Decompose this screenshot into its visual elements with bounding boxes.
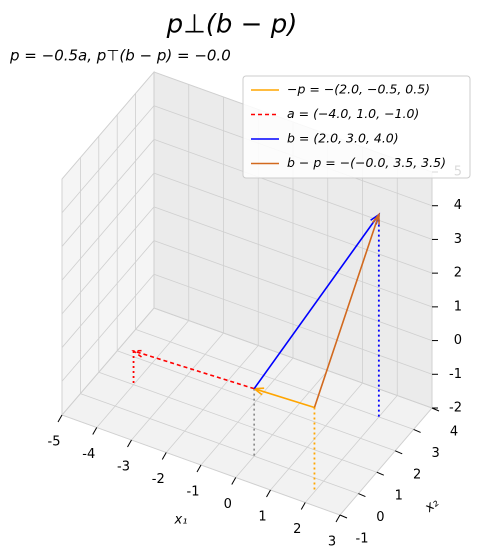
grid-line bbox=[80, 393, 359, 494]
x-tick bbox=[92, 427, 98, 435]
z-tick-label: 2 bbox=[454, 266, 462, 281]
z-tick-label: 4 bbox=[454, 198, 462, 213]
y-tick-label: 1 bbox=[395, 489, 403, 504]
x-tick-label: -5 bbox=[48, 435, 61, 450]
y-tick-label: 3 bbox=[431, 446, 439, 461]
x-tick-label: -1 bbox=[187, 485, 200, 500]
grid-line bbox=[165, 345, 259, 453]
legend: −p = −(2.0, −0.5, 0.5) a = (−4.0, 1.0, −1… bbox=[242, 75, 471, 179]
grid-line bbox=[339, 407, 433, 516]
x-tick-label: 3 bbox=[328, 535, 336, 550]
x-tick bbox=[335, 514, 341, 523]
x-tick bbox=[266, 489, 271, 498]
grid-line bbox=[96, 320, 190, 428]
legend-label: a = (−4.0, 1.0, −1.0) bbox=[287, 106, 419, 121]
grid-line bbox=[235, 370, 329, 478]
y-tick bbox=[339, 514, 348, 519]
arrow-head bbox=[372, 212, 380, 225]
grid-line bbox=[98, 371, 377, 473]
y-tick bbox=[395, 450, 403, 455]
z-tick-label: 3 bbox=[454, 232, 462, 247]
x-tick bbox=[231, 477, 237, 485]
grid-line bbox=[270, 382, 363, 491]
x-tick bbox=[127, 439, 132, 448]
x-tick bbox=[57, 414, 63, 423]
z-tick-label: 0 bbox=[454, 333, 462, 348]
y-tick-label: -1 bbox=[356, 532, 369, 547]
y-tick bbox=[413, 428, 421, 433]
y-tick-label: 0 bbox=[376, 510, 384, 525]
grid-line bbox=[61, 240, 155, 348]
grid-line bbox=[61, 105, 155, 213]
x-tick-label: -4 bbox=[82, 447, 95, 462]
x-tick bbox=[196, 464, 202, 473]
z-tick-label: -1 bbox=[449, 367, 462, 382]
x-tick-label: 1 bbox=[258, 510, 266, 525]
chart-subtitle: p = −0.5a, p⊤(b − p) = −0.0 bbox=[9, 47, 231, 65]
grid-line bbox=[200, 357, 294, 466]
vector bbox=[133, 350, 255, 390]
grid-line bbox=[61, 274, 155, 382]
grid bbox=[61, 71, 433, 516]
marks bbox=[131, 212, 381, 492]
x-axis-label: x₁ bbox=[174, 513, 188, 528]
legend-label: −p = −(2.0, −0.5, 0.5) bbox=[287, 82, 430, 97]
legend-label: b = (2.0, 3.0, 4.0) bbox=[287, 131, 399, 146]
vector bbox=[253, 214, 380, 390]
y-tick bbox=[358, 493, 366, 498]
y-axis-label: x₂ bbox=[421, 496, 441, 516]
grid-line bbox=[61, 307, 155, 416]
x-tick-label: 0 bbox=[224, 497, 232, 512]
grid-line bbox=[117, 350, 396, 452]
y-tick bbox=[376, 471, 384, 476]
grid-line bbox=[131, 332, 224, 441]
legend-box bbox=[242, 75, 471, 179]
grid-line bbox=[135, 329, 414, 430]
grid-line bbox=[61, 71, 155, 180]
grid-line bbox=[153, 139, 433, 240]
grid-line bbox=[153, 273, 433, 375]
grid-line bbox=[61, 206, 155, 315]
x-tick bbox=[161, 452, 167, 460]
x-tick-label: 2 bbox=[293, 522, 301, 537]
z-tick-label: -2 bbox=[449, 401, 462, 416]
x-tick bbox=[300, 502, 306, 510]
y-tick-label: 2 bbox=[413, 467, 421, 482]
arrow-head bbox=[131, 349, 144, 358]
grid-line bbox=[153, 172, 433, 274]
x-tick-label: -2 bbox=[152, 472, 165, 487]
grid-line bbox=[153, 240, 433, 341]
vector bbox=[253, 387, 315, 409]
grid-line bbox=[304, 395, 398, 503]
vector bbox=[313, 214, 380, 408]
grid-line bbox=[153, 307, 433, 409]
x-tick-label: -3 bbox=[117, 460, 130, 475]
z-tick-label: 1 bbox=[454, 299, 462, 314]
chart-title: p⊥(b − p) bbox=[166, 10, 298, 40]
grid-line bbox=[61, 139, 155, 247]
y-tick-label: 4 bbox=[450, 425, 458, 440]
grid-line bbox=[61, 172, 155, 281]
legend-label: b − p = −(−0.0, 3.5, 3.5) bbox=[287, 155, 446, 170]
grid-line bbox=[153, 206, 433, 308]
